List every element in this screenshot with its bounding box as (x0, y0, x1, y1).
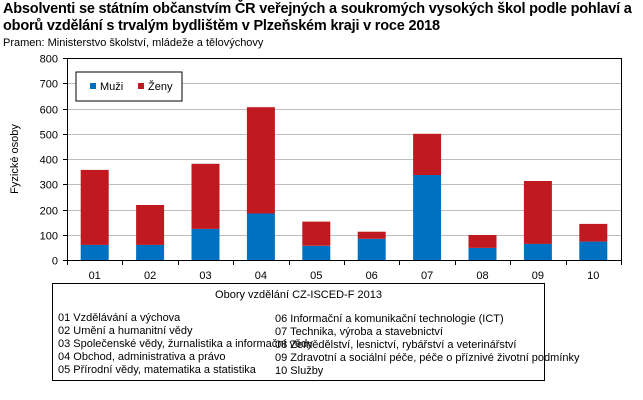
bar-zeny-06 (357, 231, 386, 239)
bar-muzi-06 (357, 238, 386, 260)
y-tick-label: 100 (40, 231, 58, 243)
bar-muzi-01 (80, 244, 109, 260)
bar-zeny-03 (191, 163, 220, 229)
x-tick-label: 02 (144, 270, 156, 282)
y-tick-label: 700 (40, 79, 58, 91)
axes (63, 58, 622, 265)
x-tick-label: 08 (476, 270, 488, 282)
x-tick-label: 10 (587, 270, 599, 282)
legend-label-muzi: Muži (100, 81, 123, 93)
category-item: 05 Přírodní vědy, matematika a statistik… (58, 364, 256, 376)
chart-title: Absolventi se státním občanstvím ČR veře… (3, 1, 632, 34)
category-item: 10 Služby (275, 365, 324, 377)
y-tick-label: 400 (40, 155, 58, 167)
category-legend-column-2: 06 Informační a komunikační technologie … (275, 313, 580, 378)
bar-zeny-08 (468, 235, 497, 248)
x-tick-label: 09 (532, 270, 544, 282)
bar-zeny-01 (80, 169, 109, 245)
x-tick-label: 03 (199, 270, 211, 282)
legend-swatch-zeny (138, 83, 144, 89)
bar-muzi-03 (191, 228, 220, 260)
y-tick-label: 0 (52, 256, 58, 268)
x-tick-label: 04 (255, 270, 267, 282)
category-item: 06 Informační a komunikační technologie … (275, 313, 504, 325)
category-legend-title: Obory vzdělání CZ-ISCED-F 2013 (215, 289, 382, 301)
category-item: 07 Technika, výroba a stavebnictví (275, 326, 443, 338)
y-tick-label: 300 (40, 180, 58, 192)
x-tick-label: 01 (89, 270, 101, 282)
bar-muzi-08 (468, 247, 497, 260)
y-axis-title: Fyzické osoby (9, 124, 21, 194)
bar-chart: 0 100 200 300 400 500 600 700 800 01 02 03 04 05 06 07… (9, 54, 622, 282)
bar-zeny-02 (136, 205, 165, 245)
category-item: 09 Zdravotní a sociální péče, péče o pří… (275, 352, 580, 364)
category-item: 04 Obchod, administrativa a právo (58, 351, 226, 363)
bar-zeny-09 (523, 181, 552, 244)
chart-source: Pramen: Ministerstvo školství, mládeže a… (3, 37, 264, 49)
category-legend-column-1: 01 Vzdělávání a výchova 02 Umění a human… (58, 312, 313, 377)
bars (80, 107, 608, 260)
bar-zeny-07 (413, 133, 442, 175)
category-item: 03 Společenské vědy, žurnalistika a info… (58, 338, 313, 350)
category-item: 02 Umění a humanitní vědy (58, 325, 193, 337)
legend-label-zeny: Ženy (148, 80, 173, 93)
category-item: 08 Zemědělství, lesnictví, rybářství a v… (275, 339, 517, 351)
category-legend: Obory vzdělání CZ-ISCED-F 2013 01 Vzdělá… (52, 283, 580, 381)
bar-zeny-05 (302, 221, 331, 246)
y-tick-labels: 0 100 200 300 400 500 600 700 800 (40, 54, 58, 268)
bar-zeny-04 (246, 107, 275, 214)
bar-zeny-10 (579, 223, 608, 242)
bar-muzi-02 (136, 244, 165, 260)
y-tick-label: 500 (40, 130, 58, 142)
category-item: 01 Vzdělávání a výchova (58, 312, 181, 324)
y-tick-label: 600 (40, 105, 58, 117)
bar-muzi-09 (523, 243, 552, 260)
y-tick-label: 200 (40, 206, 58, 218)
x-tick-label: 05 (310, 270, 322, 282)
series-legend: Muži Ženy (75, 71, 183, 102)
bar-muzi-05 (302, 245, 331, 260)
x-tick-labels: 01 02 03 04 05 06 07 08 09 10 (89, 270, 600, 282)
bar-muzi-07 (413, 174, 442, 260)
x-tick-label: 07 (421, 270, 433, 282)
x-tick-label: 06 (366, 270, 378, 282)
y-tick-label: 800 (40, 54, 58, 66)
legend-swatch-muzi (90, 83, 96, 89)
bar-muzi-10 (579, 241, 608, 260)
bar-muzi-04 (246, 213, 275, 260)
